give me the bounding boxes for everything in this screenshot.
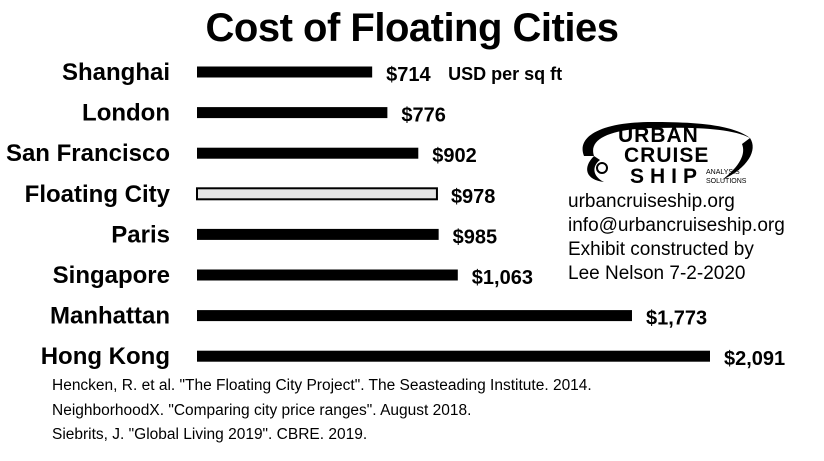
- value-label: $714: [386, 64, 431, 86]
- category-label: Paris: [111, 221, 170, 248]
- category-label: Singapore: [53, 262, 170, 289]
- bar-highlight: [196, 187, 438, 201]
- value-label: $2,091: [724, 348, 785, 370]
- logo-line-cruise: CRUISE: [624, 144, 709, 167]
- bar: [197, 107, 388, 119]
- logo-tagline-solutions: SOLUTIONS: [706, 178, 747, 185]
- logo-tagline-analysis: ANALYSIS: [706, 169, 740, 176]
- category-label: London: [82, 100, 170, 127]
- bar: [197, 66, 373, 78]
- reference-item: NeighborhoodX. "Comparing city price ran…: [52, 401, 472, 419]
- logo-line-ship: SHIP: [630, 165, 703, 188]
- value-label: $902: [432, 145, 477, 167]
- value-label: $776: [401, 105, 446, 127]
- category-label: Floating City: [25, 181, 171, 208]
- logo-line-urban: URBAN: [618, 124, 699, 147]
- exhibit-credit-line2: Lee Nelson 7-2-2020: [568, 263, 746, 284]
- chart-title: Cost of Floating Cities: [205, 6, 619, 50]
- info-block: urbancruiseship.org info@urbancruiseship…: [568, 190, 785, 286]
- logo-swoosh-icon: [582, 122, 753, 182]
- reference-item: Hencken, R. et al. "The Floating City Pr…: [52, 377, 592, 394]
- value-label: $1,063: [472, 267, 533, 289]
- bar: [197, 310, 632, 322]
- bar: [197, 269, 458, 281]
- value-label: $1,773: [646, 308, 707, 330]
- email-text: info@urbancruiseship.org: [568, 215, 785, 236]
- bar: [197, 147, 419, 159]
- bar: [197, 350, 710, 362]
- references-list: Hencken, R. et al. "The Floating City Pr…: [52, 374, 592, 448]
- category-label: Shanghai: [62, 59, 170, 86]
- bar: [197, 228, 439, 240]
- value-label: $985: [453, 226, 498, 248]
- category-label: San Francisco: [6, 140, 170, 167]
- urban-cruise-ship-logo: URBAN CRUISE SHIP ANALYSIS SOLUTIONS: [582, 122, 753, 188]
- category-label: Manhattan: [50, 303, 170, 330]
- website-text: urbancruiseship.org: [568, 191, 735, 212]
- value-label: $978: [451, 186, 496, 208]
- unit-label: USD per sq ft: [448, 64, 562, 84]
- category-label: Hong Kong: [41, 343, 170, 370]
- reference-item: Siebrits, J. "Global Living 2019". CBRE.…: [52, 426, 368, 443]
- exhibit-credit-line1: Exhibit constructed by: [568, 239, 754, 260]
